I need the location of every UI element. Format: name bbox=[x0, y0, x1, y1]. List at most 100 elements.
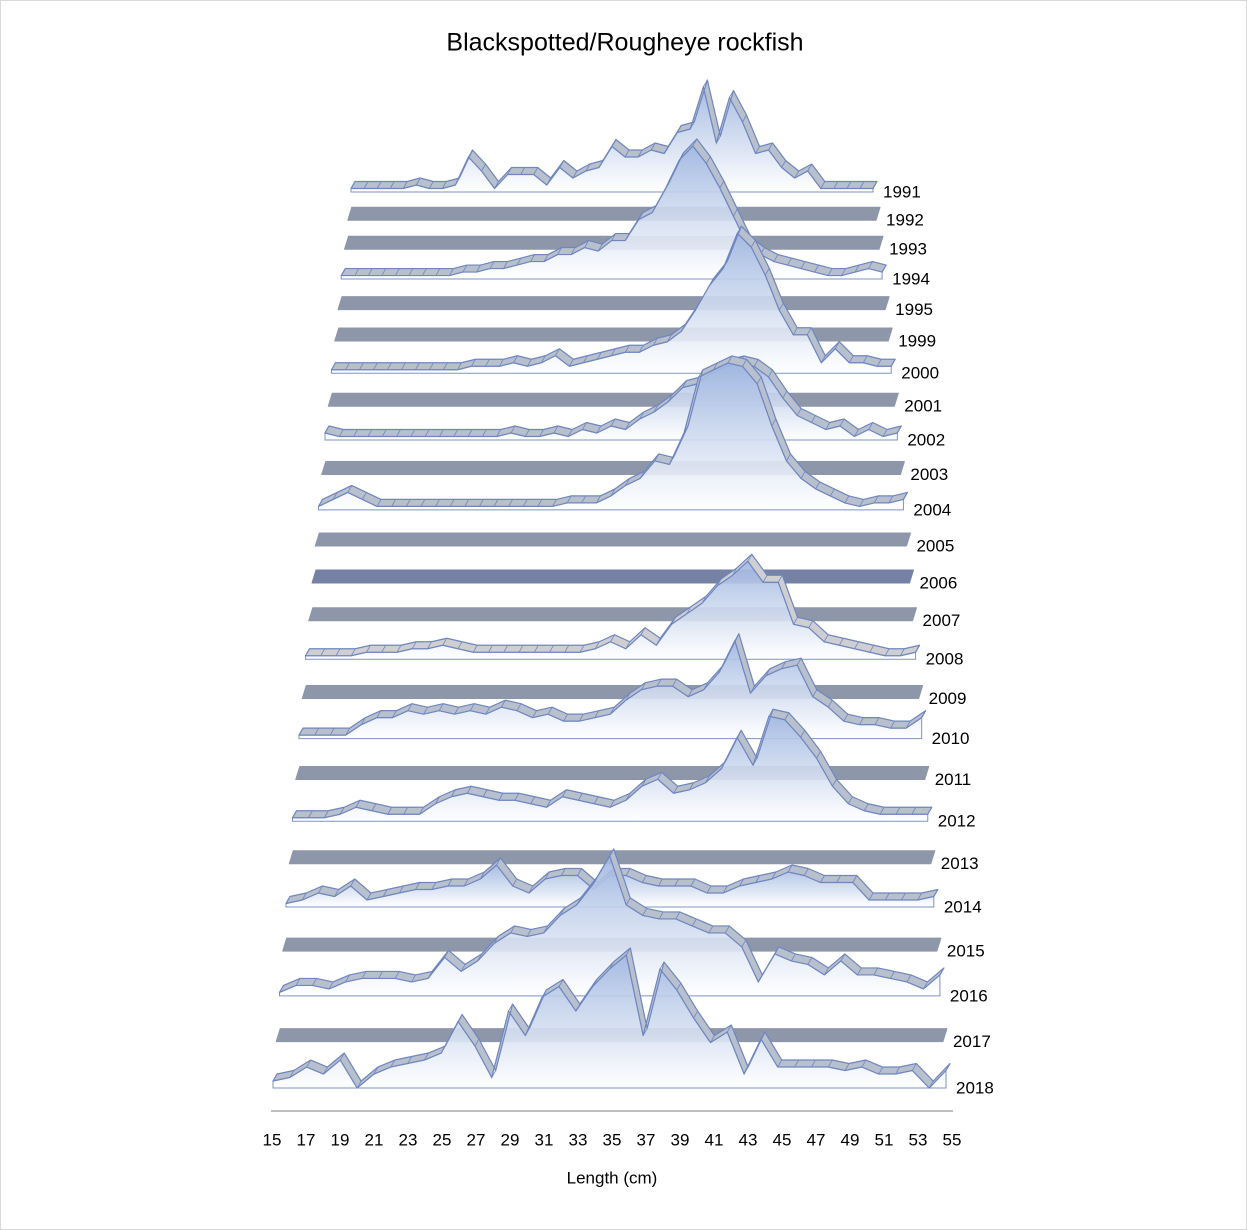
ribbon-segment bbox=[861, 1059, 867, 1068]
ribbon-segment bbox=[882, 429, 888, 437]
x-tick-label: 21 bbox=[365, 1130, 384, 1149]
series-label: 2014 bbox=[944, 897, 982, 916]
ribbon-segment bbox=[803, 868, 809, 876]
ribbon-segment bbox=[320, 648, 326, 656]
ribbon-segment bbox=[884, 648, 890, 656]
ribbon-segment bbox=[890, 359, 896, 367]
ribbon-segment bbox=[479, 499, 484, 507]
ribbon-segment bbox=[814, 264, 819, 273]
ribbon-segment bbox=[366, 645, 371, 653]
ribbon-segment bbox=[594, 641, 600, 649]
ribbon-segment bbox=[806, 327, 812, 335]
ribbon-segment bbox=[435, 268, 441, 276]
ribbon-segment bbox=[576, 897, 582, 906]
series-label: 2009 bbox=[929, 689, 967, 708]
ribbon-segment bbox=[312, 978, 317, 986]
ribbon bbox=[278, 848, 945, 994]
ribbon-segment bbox=[453, 429, 459, 437]
ribbon-segment bbox=[693, 1010, 698, 1019]
x-axis-label: Length (cm) bbox=[567, 1168, 658, 1187]
ribbon-segment bbox=[435, 499, 440, 507]
ribbon-segment bbox=[653, 338, 658, 346]
ribbon-segment bbox=[750, 685, 755, 694]
ribbon-segment bbox=[526, 929, 532, 937]
ribbon-segment bbox=[329, 727, 335, 736]
ribbon-segment bbox=[869, 645, 875, 653]
ribbon-segment bbox=[873, 967, 879, 976]
ribbon-segment bbox=[335, 648, 341, 656]
ribbon-segment bbox=[318, 499, 323, 507]
ribbon-segment bbox=[844, 495, 850, 504]
ribbon-segment bbox=[429, 362, 434, 370]
ribbon-segment bbox=[439, 429, 444, 437]
ribbon-segment bbox=[640, 627, 646, 635]
ribbon-segment bbox=[852, 875, 858, 883]
ribbon-segment bbox=[387, 362, 392, 370]
ribbon-segment bbox=[499, 359, 504, 367]
ribbon-segment bbox=[292, 810, 297, 818]
ribbon-segment bbox=[672, 678, 677, 687]
ribbon-segment bbox=[528, 885, 534, 894]
ribbon-segment bbox=[396, 429, 401, 437]
ribbon-segment bbox=[668, 394, 673, 402]
ribbon-segment bbox=[592, 979, 598, 987]
ribbon-segment bbox=[734, 633, 740, 641]
ribbon-segment bbox=[720, 761, 726, 769]
ribbon-segment bbox=[323, 810, 329, 818]
ribbon-segment bbox=[272, 1073, 278, 1082]
ribbon-segment bbox=[764, 268, 770, 276]
series-label: 2004 bbox=[913, 500, 951, 519]
ribbon-segment bbox=[407, 1056, 412, 1064]
ribbon-segment bbox=[594, 710, 600, 718]
ribbon-segment bbox=[584, 240, 589, 248]
ribbon bbox=[317, 355, 909, 507]
ribbon-segment bbox=[530, 796, 536, 804]
ribbon-segment bbox=[719, 180, 725, 189]
ribbon-segment bbox=[339, 1052, 345, 1061]
ribbon-segment bbox=[859, 717, 864, 725]
ribbon-segment bbox=[578, 793, 583, 801]
ribbon-segment bbox=[530, 254, 535, 262]
ribbon-segment bbox=[862, 355, 868, 363]
ribbon-segment bbox=[859, 499, 864, 507]
ribbon-segment bbox=[485, 706, 491, 715]
flat-ribbon bbox=[311, 569, 914, 584]
ribbon-segment bbox=[820, 181, 826, 189]
ribbon-segment bbox=[527, 359, 532, 367]
ribbon-segment bbox=[350, 878, 356, 887]
ribbon-segment bbox=[741, 939, 747, 948]
ribbon-segment bbox=[525, 1028, 530, 1036]
ribbon-segment bbox=[376, 181, 382, 189]
ribbon-segment bbox=[462, 264, 468, 273]
x-tick-label: 31 bbox=[535, 1130, 554, 1149]
ribbon-segment bbox=[669, 457, 674, 465]
ribbon-segment bbox=[350, 181, 356, 189]
ribbon-segment bbox=[784, 712, 790, 720]
ribbon-segment bbox=[609, 848, 615, 857]
ribbon-segment bbox=[415, 177, 421, 186]
ribbon-segment bbox=[567, 429, 573, 437]
ribbon-segment bbox=[732, 568, 737, 576]
ribbon-segment bbox=[841, 268, 846, 276]
x-tick-label: 25 bbox=[433, 1130, 452, 1149]
ribbon-segment bbox=[314, 727, 319, 736]
ribbon-segment bbox=[468, 149, 473, 158]
ribbon-segment bbox=[392, 710, 397, 718]
ribbon-segment bbox=[896, 425, 902, 434]
ribbon-segment bbox=[581, 495, 587, 504]
ribbon-segment bbox=[482, 429, 487, 437]
ribbon-segment bbox=[443, 362, 448, 370]
ribbon-segment bbox=[663, 146, 669, 154]
ribbon-segment bbox=[755, 146, 760, 154]
series-label: 2003 bbox=[910, 465, 948, 484]
ribbon-segment bbox=[773, 254, 779, 262]
ribbon-segment bbox=[289, 1070, 295, 1078]
ribbon-segment bbox=[402, 181, 408, 189]
ribbon-segment bbox=[816, 751, 821, 759]
ribbon-segment bbox=[682, 380, 688, 388]
ribbon-segment bbox=[491, 1070, 497, 1078]
series-label: 2001 bbox=[904, 397, 942, 416]
ribbon-segment bbox=[595, 495, 601, 504]
ribbon-segment bbox=[642, 908, 648, 916]
ribbon-segment bbox=[812, 689, 818, 697]
